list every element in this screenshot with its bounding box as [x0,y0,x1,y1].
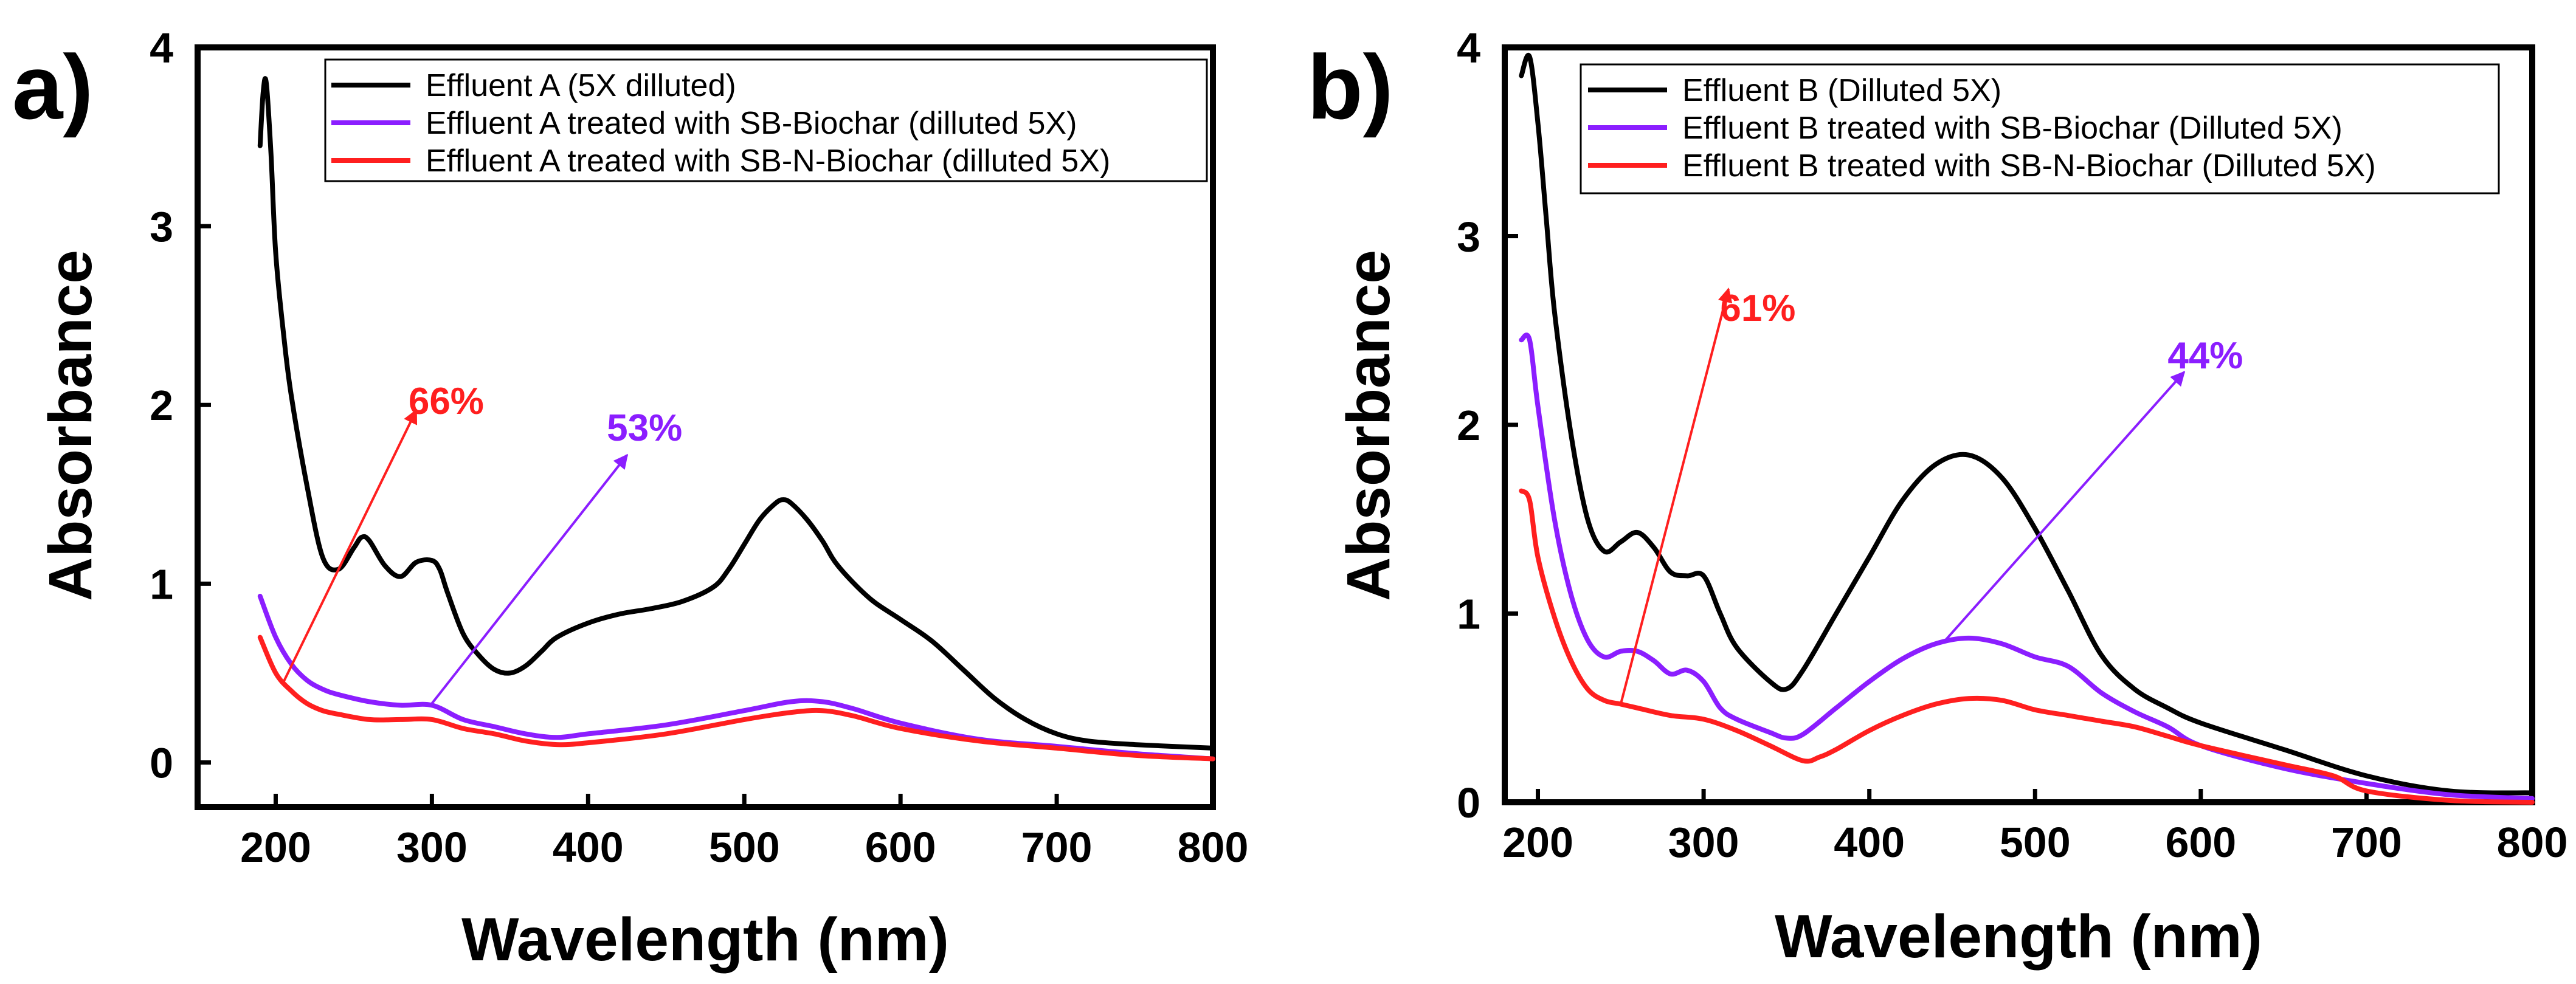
legend-entry: Effluent B (Dilluted 5X) [1682,73,2001,108]
panel-a-label: a) [12,36,93,138]
x-tick-label: 500 [2000,819,2071,866]
panel-b-legend: Effluent B (Dilluted 5X)Effluent B treat… [1580,63,2500,194]
series-line-1 [1519,52,2535,796]
x-tick-label: 600 [865,824,936,871]
y-tick-label: 4 [150,24,173,72]
panel-a-x-axis-title: Wavelength (nm) [461,906,949,974]
panel-a-series [257,76,1215,762]
annotation-arrow [282,408,418,683]
panel-b-x-axis-title: Wavelength (nm) [1775,903,2262,971]
panel-a-legend: Effluent A (5X dilluted)Effluent A treat… [324,58,1208,182]
annotation-label: 44% [2167,335,2243,377]
annotation-label: 61% [1720,287,1795,329]
x-tick-label: 200 [240,824,311,871]
annotation-arrow [1619,287,1733,705]
annotation-arrow [1942,371,2186,643]
series-line-3 [1519,488,2535,805]
x-tick-label: 700 [2331,819,2402,866]
panel-a-y-axis-title: Absorbance [36,250,105,601]
series-line-2 [1519,332,2535,801]
annotation-label: 66% [409,380,484,422]
x-tick-label: 300 [1668,819,1739,866]
legend-entry: Effluent A treated with SB-Biochar (dill… [426,106,1077,141]
y-tick-label: 4 [1457,24,1480,72]
legend-entry: Effluent A (5X dilluted) [426,68,736,103]
y-tick-label: 1 [150,560,173,608]
series-line-3 [257,635,1215,762]
panel-b-legend-box [1580,63,2500,194]
panel-a: a) 200 300 400 500 600 700 800 0 1 2 3 4 66% 53% Wav… [12,24,1248,974]
annotation-arrow [430,453,629,704]
y-tick-label: 2 [1457,402,1480,449]
y-tick-label: 3 [150,203,173,250]
panel-a-annotations: 66% 53% [282,380,682,704]
panel-a-legend-box [324,58,1208,182]
panel-b-ticks: 200 300 400 500 600 700 800 0 1 2 3 4 [1457,24,2567,866]
x-tick-label: 400 [553,824,624,871]
legend-entry: Effluent B treated with SB-Biochar (Dill… [1682,111,2343,146]
x-tick-label: 500 [709,824,780,871]
y-tick-label: 0 [1457,779,1480,827]
annotation-label: 53% [607,407,682,449]
panel-b: b) 200 300 400 500 600 700 800 0 1 2 3 4 61% 44% Wav… [1307,24,2567,971]
y-tick-label: 2 [150,382,173,429]
x-tick-label: 400 [1834,819,1905,866]
y-tick-label: 1 [1457,591,1480,638]
series-line-1 [257,76,1215,751]
legend-entry: Effluent A treated with SB-N-Biochar (di… [426,143,1110,179]
panel-b-series [1519,52,2535,805]
x-tick-label: 800 [2497,819,2568,866]
y-tick-label: 0 [150,739,173,786]
panel-b-annotations: 61% 44% [1619,287,2243,705]
x-tick-label: 700 [1021,824,1093,871]
panel-b-label: b) [1307,36,1393,138]
x-tick-label: 600 [2165,819,2236,866]
panel-a-ticks: 200 300 400 500 600 700 800 0 1 2 3 4 [150,24,1248,871]
panel-a-plot-frame [195,44,1216,810]
y-tick-label: 3 [1457,213,1480,261]
x-tick-label: 300 [396,824,468,871]
x-tick-label: 800 [1178,824,1249,871]
panel-b-y-axis-title: Absorbance [1335,250,1403,601]
x-tick-label: 200 [1502,819,1573,866]
legend-entry: Effluent B treated with SB-N-Biochar (Di… [1682,148,2376,184]
series-line-2 [257,593,1215,762]
